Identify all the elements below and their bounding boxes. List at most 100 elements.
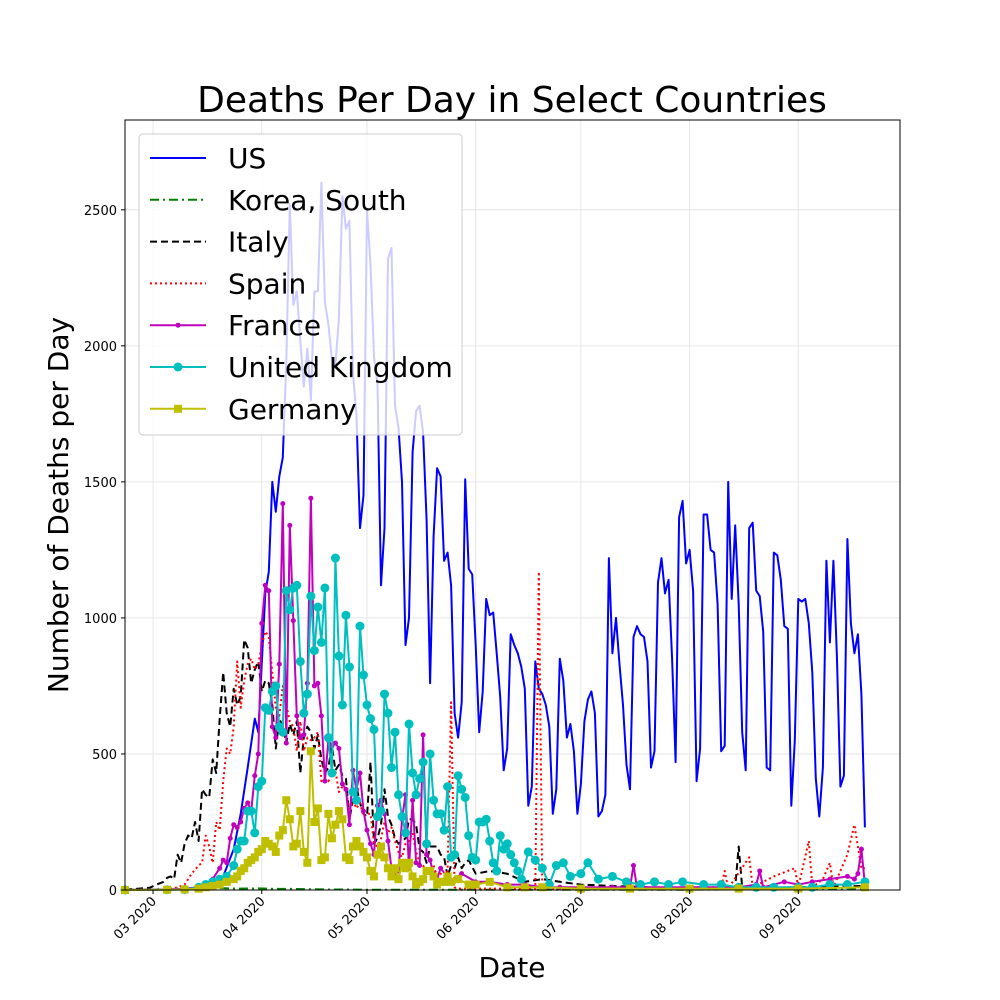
data-point <box>324 809 333 818</box>
series-germany <box>121 747 869 894</box>
data-point <box>231 822 237 828</box>
data-point <box>281 586 291 596</box>
data-point <box>229 861 239 871</box>
data-point <box>394 875 403 884</box>
data-point <box>454 875 463 884</box>
data-point <box>257 845 266 854</box>
data-point <box>355 842 364 851</box>
data-point <box>650 877 660 887</box>
series-italy <box>124 638 865 891</box>
data-point <box>427 857 433 863</box>
legend-marker <box>175 322 181 328</box>
data-point <box>419 875 428 884</box>
data-point <box>355 621 365 631</box>
data-point <box>625 884 634 893</box>
data-point <box>418 757 428 767</box>
data-point <box>464 880 473 889</box>
data-point <box>685 884 694 893</box>
data-point <box>757 868 763 874</box>
x-tick-label: 06 2020 <box>434 894 483 943</box>
y-tick-label: 1500 <box>84 476 117 491</box>
data-point <box>429 795 439 805</box>
data-point <box>365 714 375 724</box>
series-united-kingdom <box>120 553 870 895</box>
data-point <box>351 795 361 805</box>
legend-item: Italy <box>150 226 289 259</box>
data-point <box>844 873 850 879</box>
data-point <box>450 850 460 860</box>
data-point <box>509 858 519 868</box>
data-point <box>255 751 261 757</box>
data-point <box>346 822 352 828</box>
legend-box <box>138 133 463 436</box>
data-point <box>492 866 502 876</box>
data-point <box>621 877 631 887</box>
data-point <box>297 735 303 741</box>
data-point <box>215 880 224 889</box>
series-layer <box>120 181 870 895</box>
data-point <box>502 839 512 849</box>
legend-label: Italy <box>228 226 289 259</box>
data-point <box>292 580 302 590</box>
data-point <box>331 820 340 829</box>
data-point <box>233 872 242 881</box>
data-point <box>268 842 277 851</box>
data-point <box>376 806 386 816</box>
data-point <box>678 877 688 887</box>
legend-item: US <box>150 142 266 175</box>
data-point <box>334 807 343 816</box>
data-point <box>630 863 636 869</box>
data-point <box>303 858 312 867</box>
data-point <box>401 828 411 838</box>
data-point <box>385 838 391 844</box>
legend-item: Korea, South <box>150 184 407 217</box>
data-point <box>257 776 267 786</box>
data-point <box>781 879 787 885</box>
data-point <box>394 790 404 800</box>
legend-label: US <box>228 142 266 175</box>
data-point <box>259 620 265 626</box>
data-point <box>457 784 467 794</box>
data-point <box>262 582 268 588</box>
data-point <box>264 705 274 715</box>
data-point <box>794 884 803 893</box>
legend-item: Germany <box>150 393 357 426</box>
data-point <box>699 880 709 890</box>
data-point <box>415 773 425 783</box>
legend-item: Spain <box>150 267 306 300</box>
data-point <box>318 713 324 719</box>
y-tick-label: 0 <box>109 884 117 899</box>
data-point <box>537 863 547 873</box>
data-point <box>294 713 300 719</box>
legend: US Korea, South Italy Spain France United Kin… <box>138 133 463 436</box>
data-point <box>376 842 385 851</box>
legend-label: Germany <box>228 393 357 426</box>
chart-title: Deaths Per Day in Select Countries <box>197 80 827 121</box>
data-point <box>310 817 319 826</box>
data-point <box>306 591 316 601</box>
data-point <box>276 661 282 667</box>
data-point <box>338 815 347 824</box>
data-point <box>315 680 321 686</box>
data-point <box>369 872 378 881</box>
data-point <box>520 883 529 892</box>
data-point <box>635 880 645 890</box>
data-point <box>551 861 561 871</box>
series-line <box>124 638 865 891</box>
data-point <box>825 880 835 890</box>
legend-item: United Kingdom <box>150 351 453 384</box>
data-point <box>336 746 342 752</box>
data-point <box>503 883 512 892</box>
data-point <box>327 834 336 843</box>
data-point <box>485 836 495 846</box>
data-point <box>440 877 449 886</box>
data-point <box>296 807 305 816</box>
x-axis-label: Date <box>479 951 546 984</box>
data-point <box>471 855 481 865</box>
data-point <box>309 646 319 656</box>
data-point <box>410 797 416 803</box>
y-axis: 0 500 1000 1500 2000 2500 <box>84 204 125 899</box>
data-point <box>275 831 284 840</box>
data-point <box>302 689 312 699</box>
